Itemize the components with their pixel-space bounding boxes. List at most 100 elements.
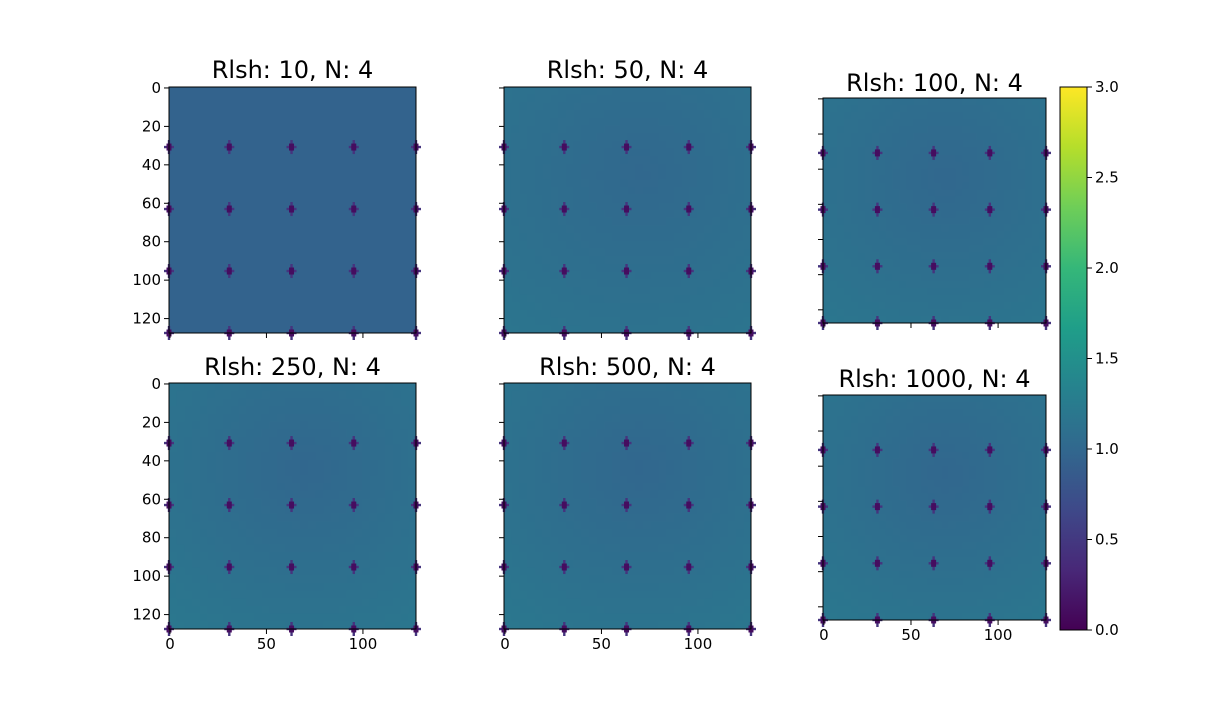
heatmap-cell (300, 186, 309, 196)
heatmap-cell (392, 256, 402, 265)
heatmap-cell (666, 406, 675, 415)
heatmap-cell (284, 506, 294, 515)
heatmap-cell (878, 182, 887, 191)
heatmap-cell (169, 171, 178, 180)
heatmap-cell (612, 148, 621, 157)
heatmap-cell (673, 482, 683, 492)
heatmap-cell (184, 582, 193, 592)
heatmap-cell (596, 429, 605, 438)
heatmap-cell (565, 317, 575, 326)
heatmap-cell (727, 498, 737, 507)
heatmap-cell (689, 383, 698, 392)
heatmap-cell (238, 248, 247, 257)
heatmap-cell (743, 110, 752, 119)
heatmap-cell (573, 163, 582, 173)
heatmap-cell (727, 210, 737, 219)
heatmap-cell (1025, 259, 1033, 268)
heatmap-cell (331, 248, 340, 257)
heatmap-cell (704, 210, 714, 219)
heatmap-cell (292, 582, 301, 592)
heatmap-cell (1004, 259, 1012, 268)
heatmap-cell (913, 182, 922, 191)
heatmap-cell (246, 582, 255, 592)
heatmap-cell (712, 302, 721, 311)
heatmap-cell (558, 286, 567, 296)
heatmap-cell (704, 163, 714, 173)
heatmap-cell (385, 186, 394, 196)
heatmap-cell (361, 605, 371, 615)
heatmap-cell (558, 317, 567, 326)
heatmap-cell (1025, 147, 1033, 155)
heatmap-cell (246, 294, 255, 303)
heatmap-cell (169, 163, 178, 173)
heatmap-cell (542, 271, 551, 280)
heatmap-cell (253, 513, 263, 522)
heatmap-cell (346, 202, 355, 211)
heatmap-cell (920, 252, 929, 261)
heatmap-cell (192, 256, 201, 265)
heatmap-cell (400, 567, 409, 576)
heatmap-cell (385, 325, 394, 334)
heatmap-cell (712, 421, 721, 430)
heatmap-cell (269, 536, 278, 546)
heatmap-cell (1018, 133, 1026, 141)
heatmap-cell (511, 140, 521, 150)
heatmap-cell (941, 259, 950, 268)
heatmap-cell (176, 186, 186, 196)
heatmap-cell (878, 273, 887, 282)
heatmap-cell (511, 325, 521, 334)
heatmap-cell (199, 156, 209, 165)
heatmap-cell (385, 436, 394, 446)
heatmap-cell (565, 309, 575, 319)
heatmap-cell (504, 171, 513, 180)
heatmap-cell (400, 94, 409, 103)
heatmap-cell (238, 436, 247, 446)
heatmap-cell (997, 238, 1005, 247)
heatmap-cell (983, 210, 991, 219)
heatmap-cell (392, 87, 402, 96)
heatmap-cell (307, 413, 317, 423)
heatmap-cell (969, 252, 977, 261)
heatmap-cell (354, 613, 363, 622)
heatmap-cell (269, 544, 278, 553)
heatmap-cell (269, 406, 278, 415)
heatmap-cell (941, 168, 950, 176)
heatmap-cell (307, 202, 317, 211)
heatmap-cell (269, 559, 278, 569)
heatmap-cell (253, 309, 263, 319)
heatmap-cell (843, 154, 852, 162)
heatmap-cell (392, 421, 402, 430)
heatmap-cell (550, 156, 559, 165)
heatmap-cell (361, 383, 371, 392)
heatmap-cell (176, 544, 186, 553)
heatmap-panel: Rlsh: 100, N: 4 (818, 69, 1051, 330)
heatmap-cell (207, 475, 216, 484)
heatmap-cell (400, 179, 409, 188)
heatmap-cell (346, 217, 355, 226)
heatmap-cell (550, 406, 559, 415)
heatmap-cell (588, 179, 598, 188)
heatmap-cell (542, 286, 551, 296)
heatmap-cell (712, 452, 721, 461)
heatmap-cell (323, 210, 332, 219)
heatmap-cell (588, 263, 598, 273)
heatmap-cell (269, 279, 278, 288)
heatmap-cell (207, 125, 216, 134)
heatmap-cell (354, 590, 363, 599)
heatmap-cell (619, 256, 629, 265)
heatmap-cell (207, 140, 216, 150)
heatmap-cell (315, 87, 324, 96)
heatmap-cell (857, 252, 866, 261)
heatmap-cell (277, 248, 286, 257)
heatmap-cell (277, 110, 286, 119)
heatmap-cell (565, 490, 575, 499)
heatmap-cell (207, 529, 216, 538)
heatmap-cell (712, 179, 721, 188)
heatmap-cell (997, 182, 1005, 191)
heatmap-cell (323, 613, 332, 622)
heatmap-cell (689, 202, 698, 211)
spike-core (351, 439, 357, 447)
heatmap-cell (990, 133, 998, 141)
heatmap-cell (689, 117, 698, 127)
heatmap-cell (361, 398, 371, 407)
